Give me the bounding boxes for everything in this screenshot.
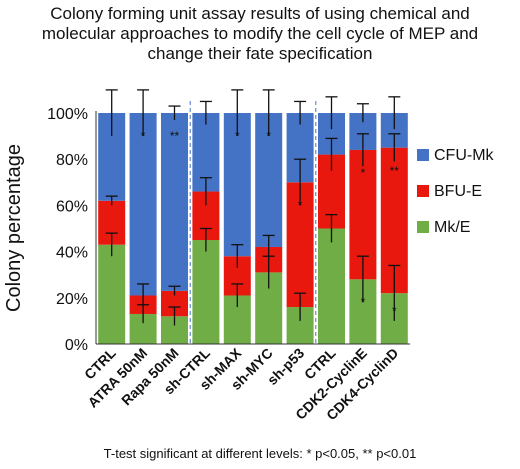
significance-footnote: T-test significant at different levels: … — [103, 446, 417, 461]
significance-marker: * — [298, 198, 303, 212]
legend-swatch-cfu-mk — [417, 149, 429, 161]
title-line-1: Colony forming unit assay results of usi… — [50, 4, 470, 23]
bar-cfu-mk — [223, 113, 251, 257]
legend-swatch-mk-e — [417, 221, 429, 233]
legend-swatch-bfu-e — [417, 185, 429, 197]
chart-title: Colony forming unit assay results of usi… — [0, 4, 520, 64]
y-tick-label: 60% — [56, 198, 88, 215]
y-tick-label: 0% — [65, 337, 88, 354]
significance-marker: * — [235, 129, 240, 143]
significance-marker: * — [266, 129, 271, 143]
bar-cfu-mk — [129, 113, 157, 296]
significance-marker: * — [361, 295, 366, 309]
bar-mk-e — [192, 240, 220, 344]
bar-cfu-mk — [161, 113, 188, 291]
y-tick-label: 20% — [56, 291, 88, 308]
legend-label-mk-e: Mk/E — [434, 219, 470, 236]
y-tick-label: 80% — [56, 152, 88, 169]
legend-label-cfu-mk: CFU-Mk — [434, 147, 495, 164]
significance-marker: * — [392, 304, 397, 318]
title-line-2: molecular approaches to modify the cell … — [41, 24, 479, 43]
significance-marker: ** — [390, 164, 400, 178]
significance-marker: * — [141, 129, 146, 143]
bar-mk-e — [98, 244, 126, 344]
title-line-3: change their fate specification — [147, 44, 373, 63]
y-tick-label: 40% — [56, 245, 88, 262]
significance-marker: ** — [170, 129, 180, 143]
bar-mk-e — [318, 228, 345, 344]
significance-marker: * — [361, 166, 366, 180]
y-tick-label: 100% — [47, 106, 88, 123]
legend-label-bfu-e: BFU-E — [434, 183, 482, 200]
